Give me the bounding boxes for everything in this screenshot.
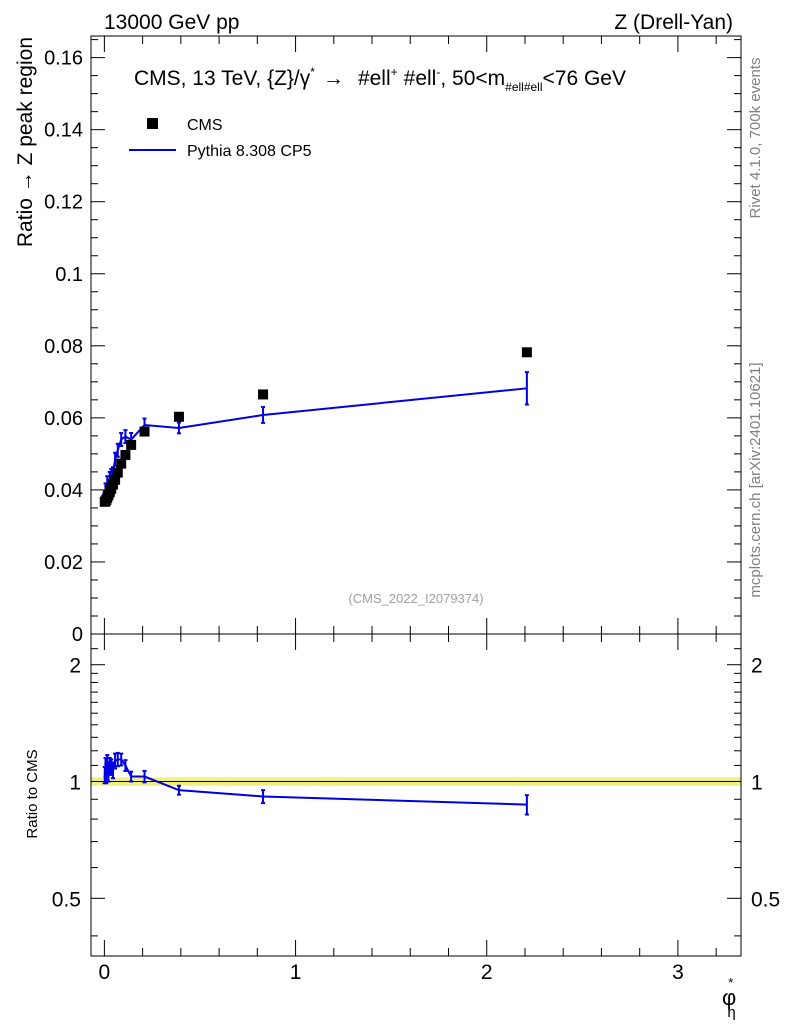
main-y-tick-labels: 0 0.02 0.04 0.06 0.08 0.1 0.12 0.14 0.16 bbox=[44, 48, 83, 646]
cms-data-point bbox=[126, 439, 137, 450]
legend-cms-label: CMS bbox=[187, 117, 223, 134]
pythia-line bbox=[103, 387, 527, 498]
title-star-sup: * bbox=[310, 65, 315, 79]
ratio-uncertainty-band bbox=[91, 777, 741, 786]
ratio-y-tick-label-right: 2 bbox=[751, 655, 763, 678]
main-y-tick-label: 0.12 bbox=[44, 192, 83, 214]
x-tick-label: 1 bbox=[290, 961, 302, 984]
ratio-panel: 0.5 1 2 0.5 1 2 0 1 2 3 Ratio to CMS bbox=[24, 633, 780, 984]
main-axis-ticks bbox=[91, 36, 741, 635]
cms-data-point bbox=[173, 411, 184, 422]
ratio-y-tick-label-left: 0.5 bbox=[52, 888, 81, 911]
x-axis-label: φ* η bbox=[722, 975, 736, 1021]
cms-data-point bbox=[112, 467, 123, 478]
mcplots-label: mcplots.cern.ch [arXiv:2401.10621] bbox=[747, 362, 764, 597]
legend-pythia-label: Pythia 8.308 CP5 bbox=[187, 143, 312, 160]
title-mass-post: <76 GeV bbox=[543, 67, 626, 90]
cms-data-point bbox=[116, 458, 127, 469]
title-arrow: → bbox=[323, 67, 344, 90]
cms-data-point bbox=[521, 347, 532, 358]
legend-cms-marker bbox=[147, 118, 158, 129]
ratio-y-tick-label-left: 1 bbox=[69, 772, 81, 795]
x-axis-label-main: φ bbox=[722, 985, 736, 1010]
ratio-y-tick-label-right: 1 bbox=[751, 772, 763, 795]
title-main: CMS, 13 TeV, {Z}/γ bbox=[134, 67, 311, 90]
cms-data-point bbox=[120, 449, 131, 460]
ratio-axis-ticks bbox=[91, 633, 741, 956]
title-ell2: #ell bbox=[404, 67, 437, 90]
ratio-y-tick-label-right: 0.5 bbox=[751, 888, 780, 911]
ratio-y-tick-labels-right: 0.5 1 2 bbox=[751, 655, 780, 912]
ratio-x-tick-labels: 0 1 2 3 bbox=[99, 961, 684, 984]
cms-data-point bbox=[110, 474, 121, 485]
legend: CMS Pythia 8.308 CP5 bbox=[129, 117, 312, 160]
title-mass-sub: #ell#ell bbox=[505, 80, 542, 94]
x-axis-label-sub: η bbox=[727, 1004, 735, 1021]
header-left-label: 13000 GeV pp bbox=[104, 11, 239, 34]
title-ell1: #ell bbox=[358, 67, 391, 90]
header-right-label: Z (Drell-Yan) bbox=[614, 11, 733, 34]
title-mass-pre: , 50<m bbox=[440, 67, 505, 90]
main-y-tick-label: 0 bbox=[72, 624, 83, 646]
main-y-tick-label: 0.02 bbox=[44, 552, 83, 574]
main-y-axis-label: Ratio → Z peak region bbox=[14, 37, 37, 247]
main-series-layer bbox=[99, 347, 532, 507]
title-plus-sup: + bbox=[391, 65, 398, 79]
ratio-y-tick-labels-left: 0.5 1 2 bbox=[52, 655, 81, 912]
x-tick-label: 3 bbox=[672, 961, 684, 984]
cms-data-point bbox=[139, 426, 150, 437]
ratio-y-axis-label: Ratio to CMS bbox=[24, 749, 41, 838]
chart-title: CMS, 13 TeV, {Z}/γ* → #ell+ #ell-, 50<m#ell… bbox=[134, 65, 626, 94]
ratio-series-layer bbox=[102, 751, 529, 816]
main-y-tick-label: 0.08 bbox=[44, 336, 83, 358]
main-y-tick-label: 0.16 bbox=[44, 48, 83, 70]
cms-data-point bbox=[258, 389, 269, 400]
title-minus-sup: - bbox=[436, 65, 440, 79]
main-y-tick-label: 0.04 bbox=[44, 480, 83, 502]
main-y-tick-label: 0.14 bbox=[44, 120, 83, 142]
x-tick-label: 0 bbox=[99, 961, 111, 984]
main-panel: 0 0.02 0.04 0.06 0.08 0.1 0.12 0.14 0.16 Ratio →… bbox=[14, 35, 742, 646]
x-axis-label-sup: * bbox=[728, 975, 733, 990]
rivet-label: Rivet 4.1.0, 700k events bbox=[747, 58, 764, 219]
ratio-plot-frame bbox=[90, 633, 742, 957]
main-y-tick-label: 0.1 bbox=[55, 264, 83, 286]
analysis-watermark: (CMS_2022_I2079374) bbox=[348, 591, 483, 606]
main-y-tick-label: 0.06 bbox=[44, 408, 83, 430]
x-tick-label: 2 bbox=[481, 961, 493, 984]
ratio-y-tick-label-left: 2 bbox=[69, 655, 81, 678]
